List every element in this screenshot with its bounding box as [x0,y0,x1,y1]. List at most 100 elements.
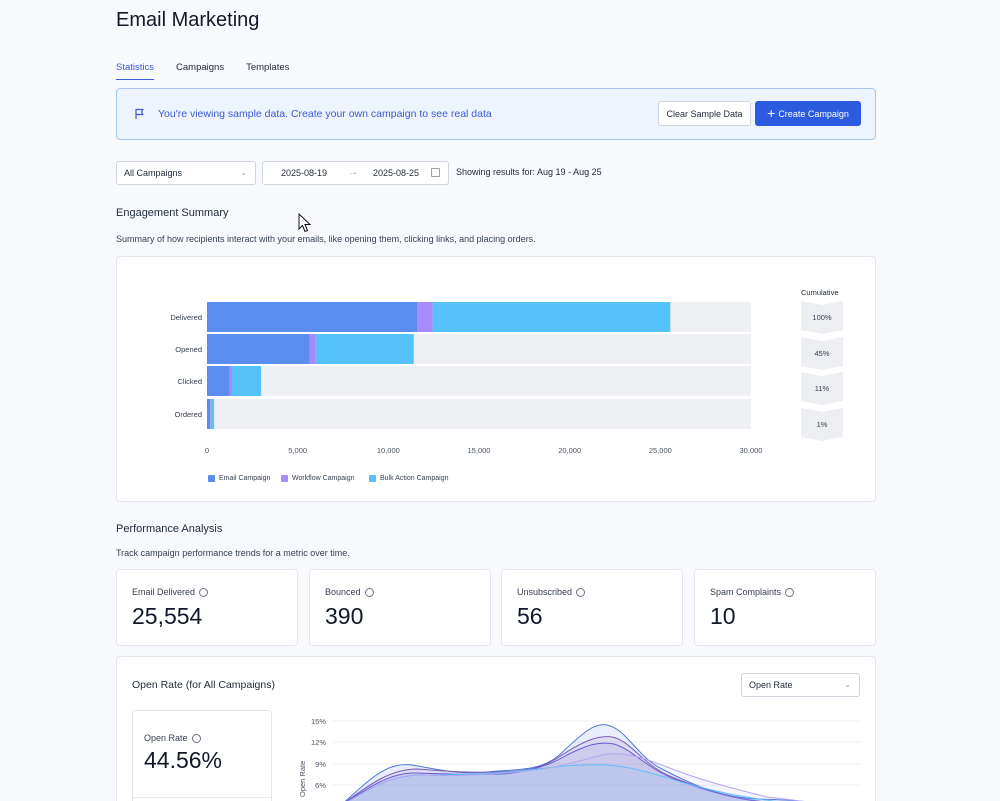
info-icon[interactable] [576,587,586,597]
legend-item-bulk-action-campaign[interactable]: Bulk Action Campaign [369,475,448,482]
metric-select[interactable]: Open Rate ⌄ [741,673,860,697]
plus-icon: + [767,105,776,121]
bar-track [207,399,751,429]
category-label: Opened [175,345,202,354]
open-rate-card: Open Rate (for All Campaigns) Open Rate … [116,656,876,801]
legend-label: Email Campaign [219,475,271,482]
bar-segment[interactable] [432,302,671,332]
mouse-cursor-icon [298,213,312,233]
tab-statistics[interactable]: Statistics [116,56,155,80]
divider [133,797,271,798]
stat-value: 25,554 [132,603,203,629]
bar-segment[interactable] [232,366,262,396]
x-tick-label: 5,000 [288,446,307,455]
bar-segment[interactable] [309,334,316,364]
cumulative-badge-opened: 45% [801,337,843,370]
info-icon[interactable] [364,587,374,597]
x-tick-label: 10,000 [377,446,400,455]
y-axis-label: Open Rate [298,761,307,797]
y-tick-label: 15% [311,717,326,726]
bar-segment[interactable] [315,334,414,364]
legend-item-workflow-campaign[interactable]: Workflow Campaign [281,475,355,482]
date-from[interactable]: 2025-08-19 [281,168,328,178]
open-rate-value: 44.56% [144,747,223,773]
date-range-picker[interactable]: 2025-08-19 → 2025-08-25 [262,161,449,185]
x-tick-label: 20,000 [558,446,581,455]
series-line[interactable] [339,753,837,801]
x-tick-label: 30,000 [740,446,763,455]
bar-segment[interactable] [229,366,233,396]
campaign-select[interactable]: All Campaigns ⌄ [116,161,256,185]
series-area [347,736,758,801]
tab-campaigns[interactable]: Campaigns [176,62,225,73]
cumulative-badge-clicked: 11% [801,372,843,405]
category-label: Ordered [174,410,202,419]
series-line[interactable] [339,724,837,801]
bar-segment[interactable] [207,366,230,396]
bar-segment[interactable] [417,302,433,332]
bar-segment[interactable] [210,399,211,429]
calendar-icon[interactable] [431,168,440,177]
x-tick-label: 0 [205,446,209,455]
category-label: Clicked [177,377,202,386]
bar-segment[interactable] [207,334,310,364]
sample-data-banner: You're viewing sample data. Create your … [116,88,876,140]
bar-track [207,366,751,396]
stat-card-spam-complaints: Spam Complaints 10 [694,569,876,646]
tab-bar: Statistics Campaigns Templates [116,56,876,80]
flag-icon [135,108,144,119]
stat-value: 390 [325,603,364,629]
y-tick-label: 6% [315,781,326,790]
info-icon[interactable] [785,587,795,597]
category-label: Delivered [170,313,202,322]
stat-card-unsubscribed: Unsubscribed 56 [501,569,683,646]
stat-card-bounced: Bounced 390 [309,569,491,646]
open-rate-area-chart: 15% 12% 9% 6% Open Rate [298,717,861,801]
engagement-summary-description: Summary of how recipients interact with … [116,234,536,244]
legend-label: Bulk Action Campaign [380,475,449,482]
create-campaign-button[interactable]: + Create Campaign [755,101,861,126]
stat-label: Bounced [325,587,361,597]
chevron-down-icon: ⌄ [240,168,247,177]
engagement-chart-card: Delivered Opened Clicked Ordered 0 5,000 10,00… [116,256,876,502]
performance-analysis-title: Performance Analysis [116,523,223,535]
open-rate-label: Open Rate [144,733,188,743]
performance-analysis-description: Track campaign performance trends for a … [116,548,350,558]
y-tick-label: 12% [311,738,326,747]
campaign-select-value: All Campaigns [124,168,183,178]
series-line[interactable] [339,742,837,801]
engagement-summary-title: Engagement Summary [116,207,229,219]
bar-segment[interactable] [207,399,211,429]
y-tick-label: 9% [315,760,326,769]
arrow-right-icon: → [348,167,358,178]
series-area [348,753,801,801]
series-area [348,743,756,801]
engagement-funnel-chart: Delivered Opened Clicked Ordered 0 5,000 10,00… [170,302,763,455]
showing-results-text: Showing results for: Aug 19 - Aug 25 [456,167,602,177]
tab-templates[interactable]: Templates [246,62,290,73]
bar-segment[interactable] [210,399,215,429]
stat-value: 10 [710,603,736,629]
stat-value: 56 [517,603,543,629]
create-campaign-label: Create Campaign [778,108,849,119]
legend-item-email-campaign[interactable]: Email Campaign [208,475,270,482]
clear-sample-data-button[interactable]: Clear Sample Data [658,101,751,126]
series-area [348,764,774,801]
cumulative-badge-ordered: 1% [801,408,843,441]
open-rate-summary-box: Open Rate 44.56% [132,710,272,801]
info-icon[interactable] [199,587,209,597]
stat-card-email-delivered: Email Delivered 25,554 [116,569,298,646]
stat-label: Spam Complaints [710,587,782,597]
metric-select-value: Open Rate [749,680,793,690]
info-icon[interactable] [191,733,201,743]
legend-label: Workflow Campaign [292,475,355,482]
x-tick-label: 15,000 [468,446,491,455]
legend-swatch [208,475,215,482]
bar-segment[interactable] [207,302,418,332]
chevron-down-icon: ⌄ [844,680,851,689]
cumulative-badge-delivered: 100% [801,301,843,334]
cumulative-title: Cumulative [801,288,839,297]
date-to[interactable]: 2025-08-25 [373,168,420,178]
legend-swatch [281,475,288,482]
stat-label: Unsubscribed [517,587,573,597]
